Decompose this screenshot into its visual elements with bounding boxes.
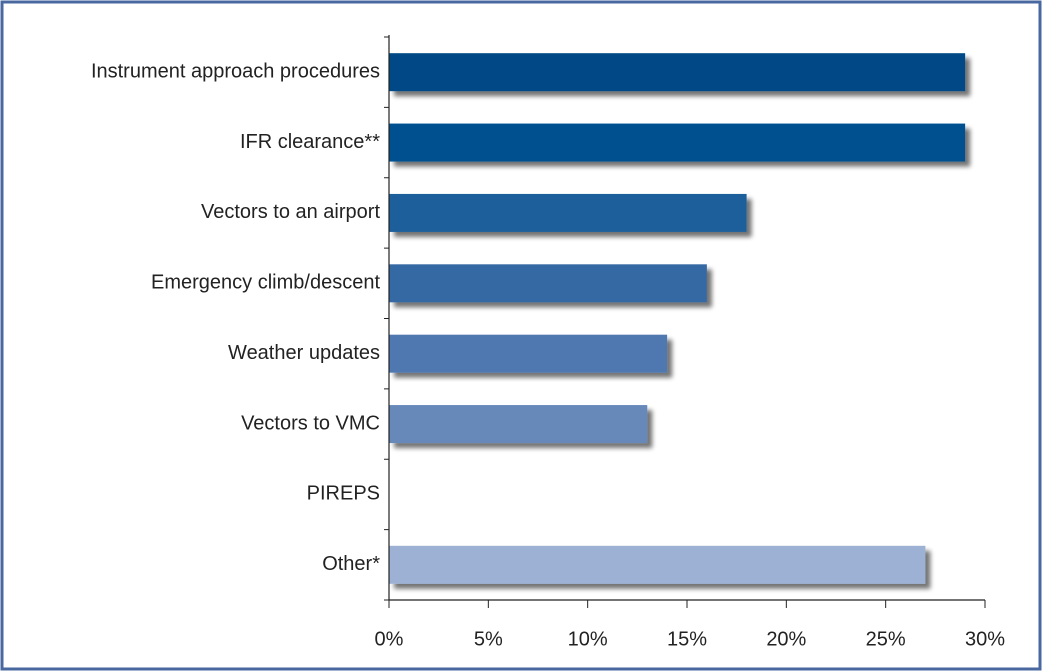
- x-tick-label: 15%: [667, 628, 707, 650]
- category-label: IFR clearance**: [240, 131, 380, 153]
- category-label: Vectors to VMC: [241, 412, 380, 434]
- x-tick-label: 25%: [866, 628, 906, 650]
- bar: [389, 264, 707, 303]
- category-label: Other*: [322, 553, 380, 575]
- bar: [389, 405, 648, 444]
- x-tick-label: 20%: [766, 628, 806, 650]
- x-tick-label: 10%: [568, 628, 608, 650]
- category-label: Emergency climb/descent: [151, 272, 380, 294]
- x-tick-label: 0%: [375, 628, 404, 650]
- x-tick-label: 30%: [965, 628, 1005, 650]
- category-label: Instrument approach procedures: [91, 60, 380, 82]
- category-label: Weather updates: [228, 342, 380, 364]
- bar: [389, 334, 668, 373]
- category-label: PIREPS: [307, 483, 380, 505]
- bar: [389, 123, 966, 162]
- bar: [389, 193, 747, 232]
- bar: [389, 545, 926, 584]
- category-label: Vectors to an airport: [201, 201, 380, 223]
- x-tick-label: 5%: [474, 628, 503, 650]
- bar: [389, 53, 966, 92]
